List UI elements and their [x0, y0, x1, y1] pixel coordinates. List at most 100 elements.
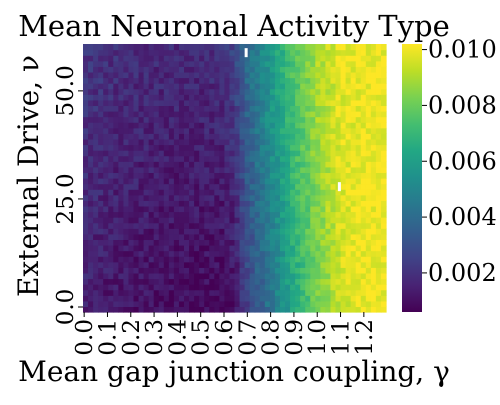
- heatmap-cell: [108, 278, 114, 285]
- heatmap-cell: [229, 306, 236, 313]
- heatmap-cell: [259, 278, 266, 285]
- heatmap-cell: [133, 267, 140, 274]
- heatmap-cell: [168, 77, 175, 84]
- heatmap-cell: [259, 289, 266, 296]
- heatmap-cell: [83, 272, 89, 280]
- heatmap-cell: [360, 144, 367, 151]
- heatmap-cell: [295, 66, 301, 73]
- heatmap-cell: [209, 44, 215, 51]
- heatmap-cell: [320, 256, 326, 263]
- heatmap-cell: [375, 99, 382, 107]
- heatmap-cell: [229, 49, 236, 56]
- heatmap-cell: [310, 239, 316, 246]
- heatmap-cell: [300, 205, 306, 213]
- heatmap-cell: [133, 306, 140, 313]
- heatmap-cell: [219, 94, 225, 101]
- heatmap-cell: [184, 77, 190, 84]
- heatmap-cell: [189, 295, 195, 302]
- heatmap-cell: [254, 228, 261, 235]
- heatmap-cell: [234, 306, 241, 313]
- heatmap-cell: [88, 55, 94, 62]
- heatmap-cell: [259, 55, 266, 62]
- heatmap-cell: [153, 155, 160, 162]
- heatmap-cell: [254, 233, 261, 241]
- heatmap-cell: [163, 166, 170, 174]
- heatmap-cell: [239, 116, 246, 123]
- heatmap-cell: [300, 233, 306, 241]
- heatmap-cell: [184, 245, 190, 252]
- heatmap-cell: [204, 278, 210, 285]
- heatmap-cell: [143, 94, 150, 101]
- heatmap-cell: [204, 99, 210, 107]
- heatmap-cell: [244, 306, 251, 313]
- heatmap-cell: [350, 189, 357, 196]
- heatmap-cell: [325, 116, 332, 123]
- heatmap-cell: [285, 94, 291, 101]
- y-axis-ticks: 0.025.050.0: [53, 65, 83, 325]
- heatmap-cell: [279, 60, 286, 67]
- heatmap-cell: [153, 49, 160, 56]
- heatmap-cell: [219, 289, 225, 296]
- heatmap-cell: [244, 44, 251, 51]
- heatmap-cell: [108, 138, 114, 146]
- heatmap-cell: [113, 60, 119, 67]
- heatmap-cell: [219, 83, 225, 90]
- heatmap-cell: [113, 49, 119, 56]
- heatmap-cell: [83, 228, 89, 235]
- heatmap-cell: [118, 122, 124, 129]
- heatmap-cell: [118, 155, 124, 162]
- heatmap-cell: [320, 239, 326, 246]
- heatmap-cell: [98, 105, 104, 112]
- heatmap-cell: [158, 272, 165, 280]
- heatmap-cell: [305, 278, 311, 285]
- heatmap-cell: [118, 83, 124, 90]
- heatmap-cell: [345, 295, 352, 302]
- heatmap-cell: [335, 116, 342, 123]
- heatmap-cell: [350, 272, 357, 280]
- heatmap-cell: [214, 278, 220, 285]
- heatmap-cell: [254, 222, 261, 229]
- heatmap-cell: [234, 88, 241, 95]
- heatmap-cell: [194, 306, 200, 313]
- heatmap-cell: [184, 71, 190, 79]
- heatmap-cell: [128, 161, 135, 168]
- heatmap-cell: [355, 49, 362, 56]
- heatmap-cell: [194, 49, 200, 56]
- heatmap-cell: [224, 60, 231, 67]
- heatmap-cell: [168, 44, 175, 51]
- heatmap-cell: [163, 194, 170, 201]
- heatmap-cell: [360, 250, 367, 257]
- heatmap-cell: [234, 111, 241, 118]
- heatmap-cell: [103, 49, 109, 56]
- heatmap-cell: [380, 77, 387, 84]
- heatmap-cell: [229, 211, 236, 218]
- heatmap-cell: [320, 228, 326, 235]
- heatmap-cell: [365, 94, 372, 101]
- heatmap-cell: [259, 222, 266, 229]
- heatmap-cell: [229, 44, 236, 51]
- heatmap-cell: [173, 94, 180, 101]
- heatmap-cell: [239, 122, 246, 129]
- heatmap-cell: [365, 71, 372, 79]
- heatmap-cell: [234, 105, 241, 112]
- heatmap-cell: [380, 222, 387, 229]
- heatmap-cell: [244, 245, 251, 252]
- heatmap-cell: [345, 261, 352, 268]
- heatmap-cell: [93, 278, 99, 285]
- heatmap-cell: [375, 194, 382, 201]
- heatmap-cell: [173, 239, 180, 246]
- heatmap-cell: [300, 150, 306, 157]
- heatmap-cell: [93, 44, 99, 51]
- heatmap-cell: [178, 289, 185, 296]
- heatmap-cell: [199, 105, 205, 112]
- heatmap-cell: [224, 300, 231, 308]
- heatmap-cell: [290, 300, 296, 308]
- heatmap-cell: [138, 245, 145, 252]
- heatmap-cell: [370, 189, 377, 196]
- heatmap-cell: [345, 155, 352, 162]
- heatmap-cell: [279, 217, 286, 224]
- heatmap-cell: [264, 189, 271, 196]
- heatmap-cell: [138, 83, 145, 90]
- heatmap-cell: [254, 289, 261, 296]
- heatmap-cell: [93, 267, 99, 274]
